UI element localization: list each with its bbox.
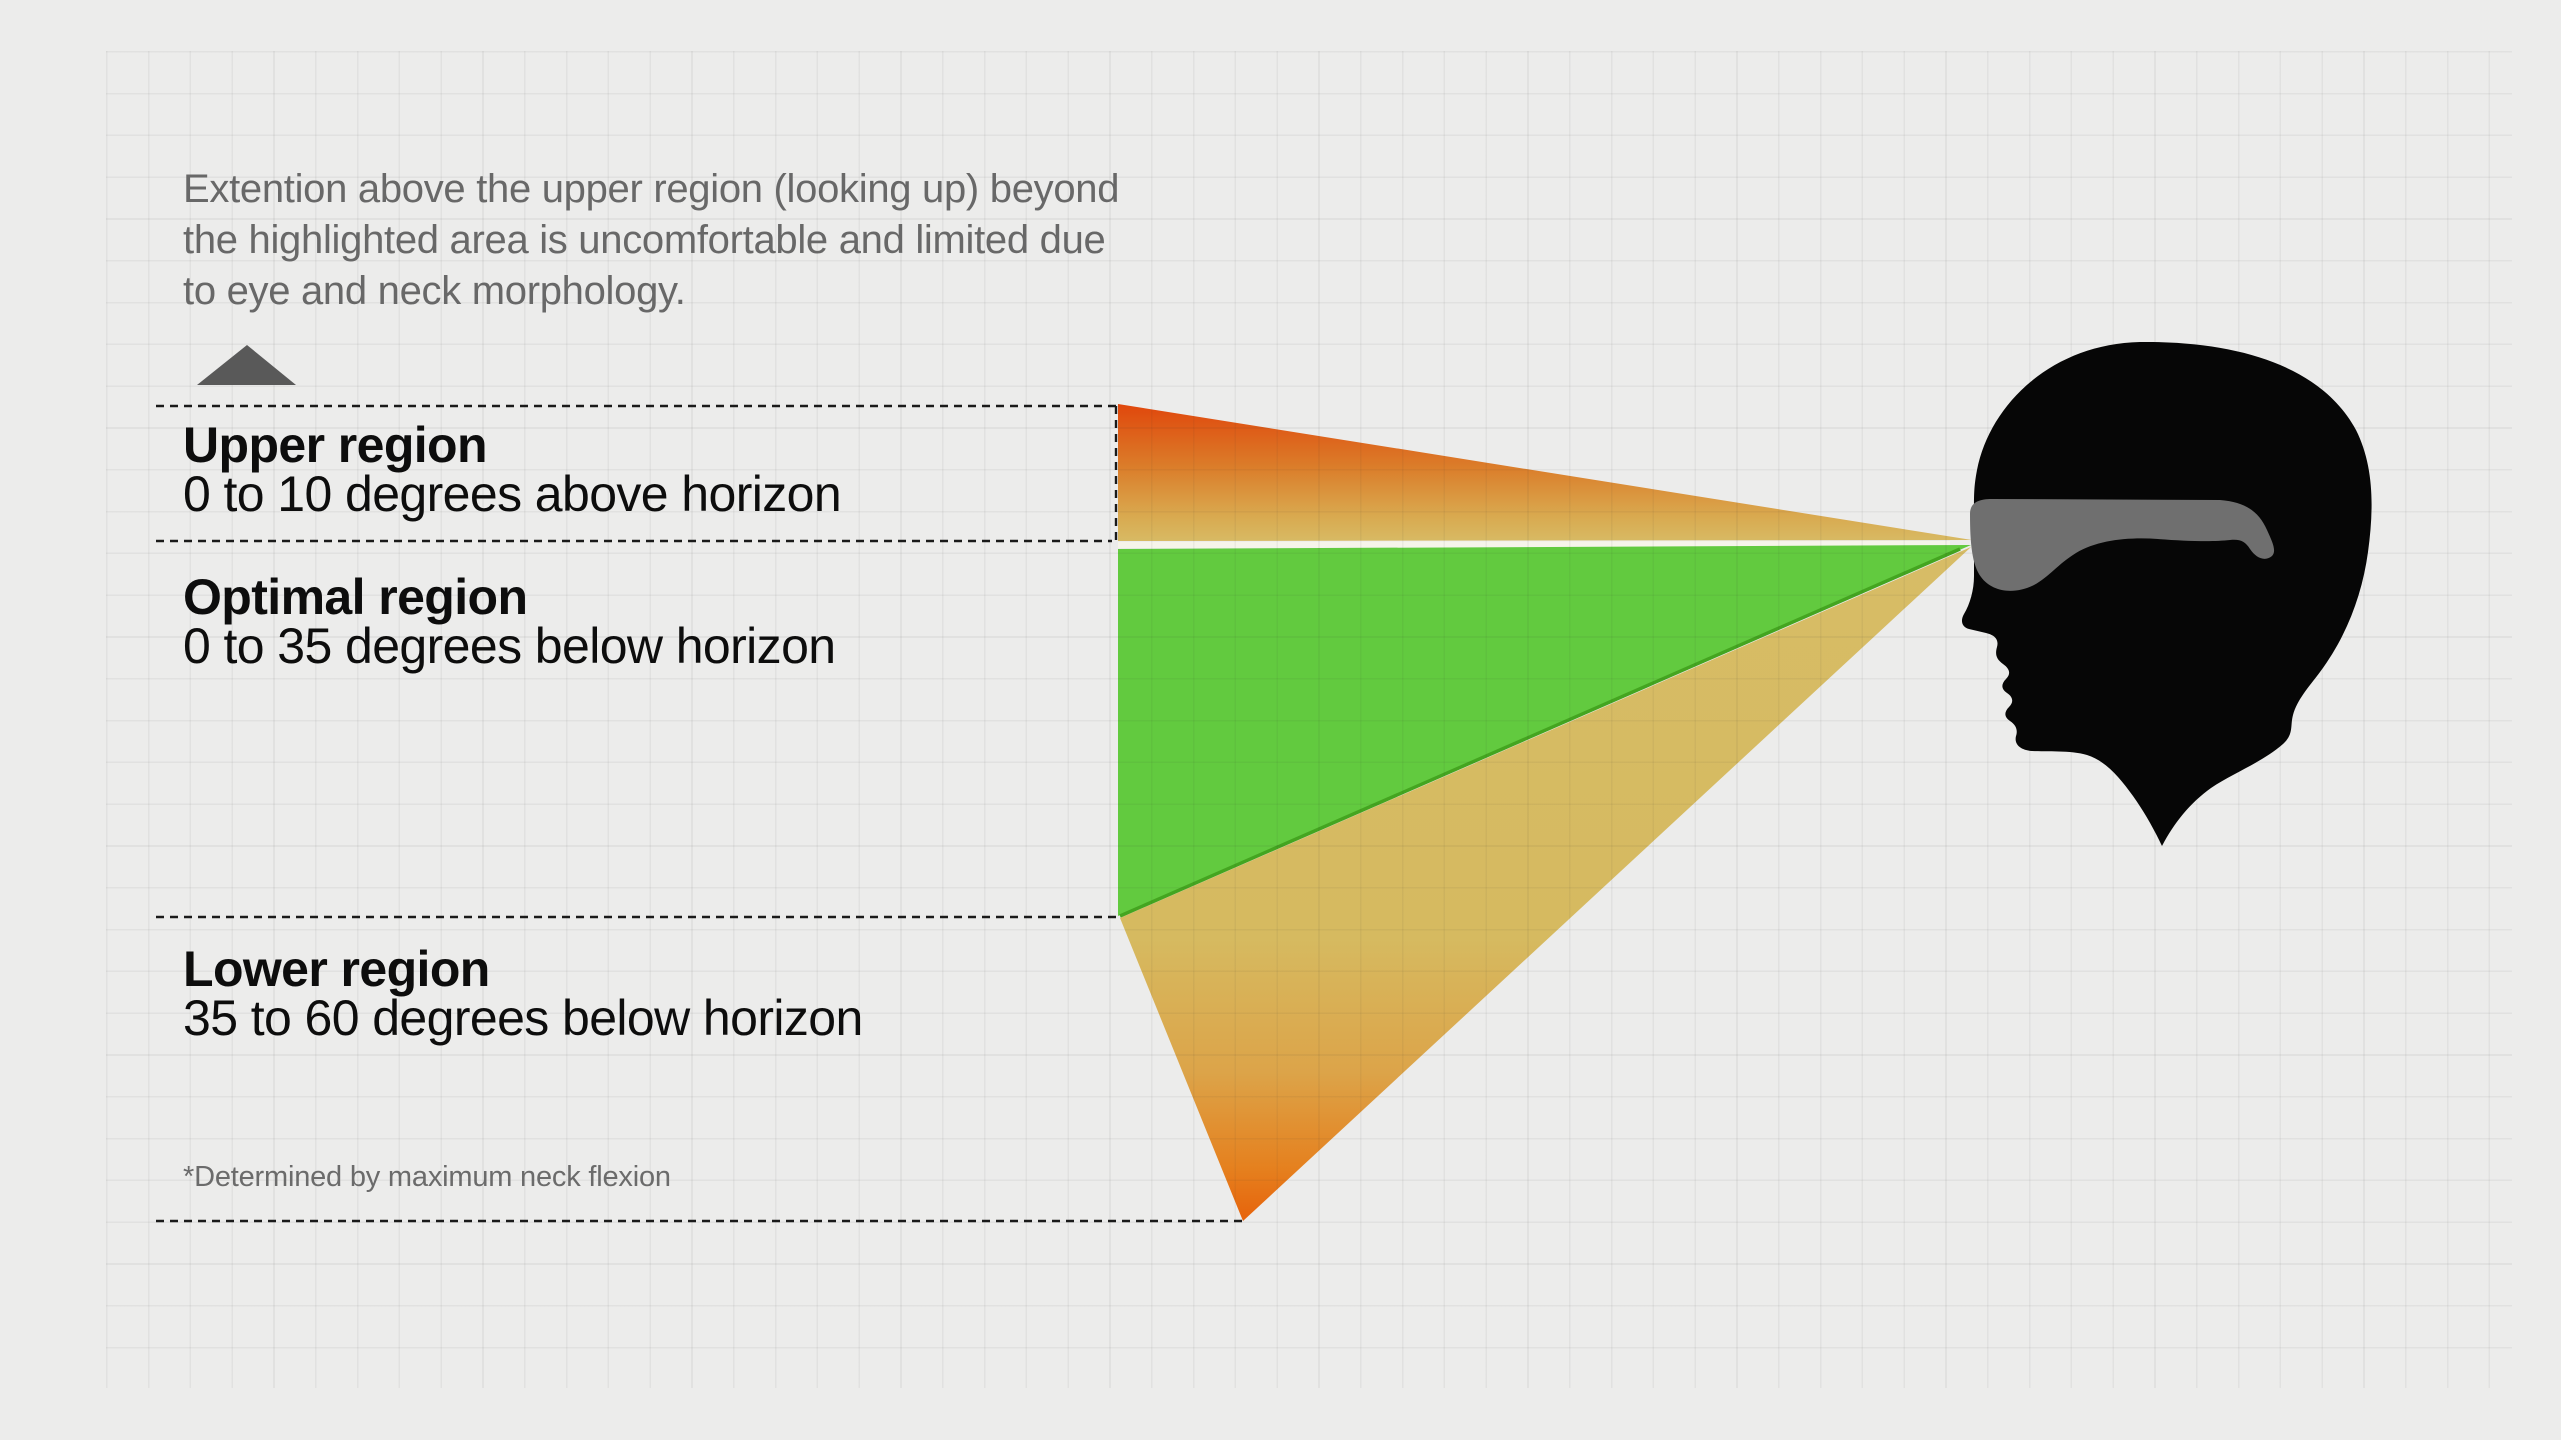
- lower-region-subtitle: 35 to 60 degrees below horizon: [183, 990, 863, 1046]
- footnote-text: *Determined by maximum neck flexion: [183, 1161, 671, 1193]
- annotation-line: Extention above the upper region (lookin…: [183, 167, 1120, 211]
- upper-region-title: Upper region: [183, 417, 488, 473]
- optimal-region-subtitle: 0 to 35 degrees below horizon: [183, 618, 836, 674]
- optimal-region-title: Optimal region: [183, 569, 528, 625]
- optimal-region-label: Optimal region 0 to 35 degrees below hor…: [183, 569, 836, 674]
- optimal-region-lower-edge: [1119, 547, 1961, 918]
- annotation-text: Extention above the upper region (lookin…: [183, 164, 1119, 317]
- annotation-line: the highlighted area is uncomfortable an…: [183, 218, 1106, 262]
- lower-region-label: Lower region 35 to 60 degrees below hori…: [183, 941, 863, 1046]
- upper-region-cone: [1118, 404, 1972, 541]
- annotation-line: to eye and neck morphology.: [183, 269, 686, 313]
- upper-region-label: Upper region 0 to 10 degrees above horiz…: [183, 417, 842, 522]
- glasses-icon: [1970, 499, 2275, 591]
- head-silhouette: [1961, 341, 2372, 846]
- horizon-gap-line: [1117, 541, 1951, 548]
- lower-region-cone: [1120, 547, 1971, 1221]
- upper-region-subtitle: 0 to 10 degrees above horizon: [183, 466, 842, 522]
- lower-region-title: Lower region: [183, 941, 490, 997]
- up-arrow-icon: [197, 345, 296, 385]
